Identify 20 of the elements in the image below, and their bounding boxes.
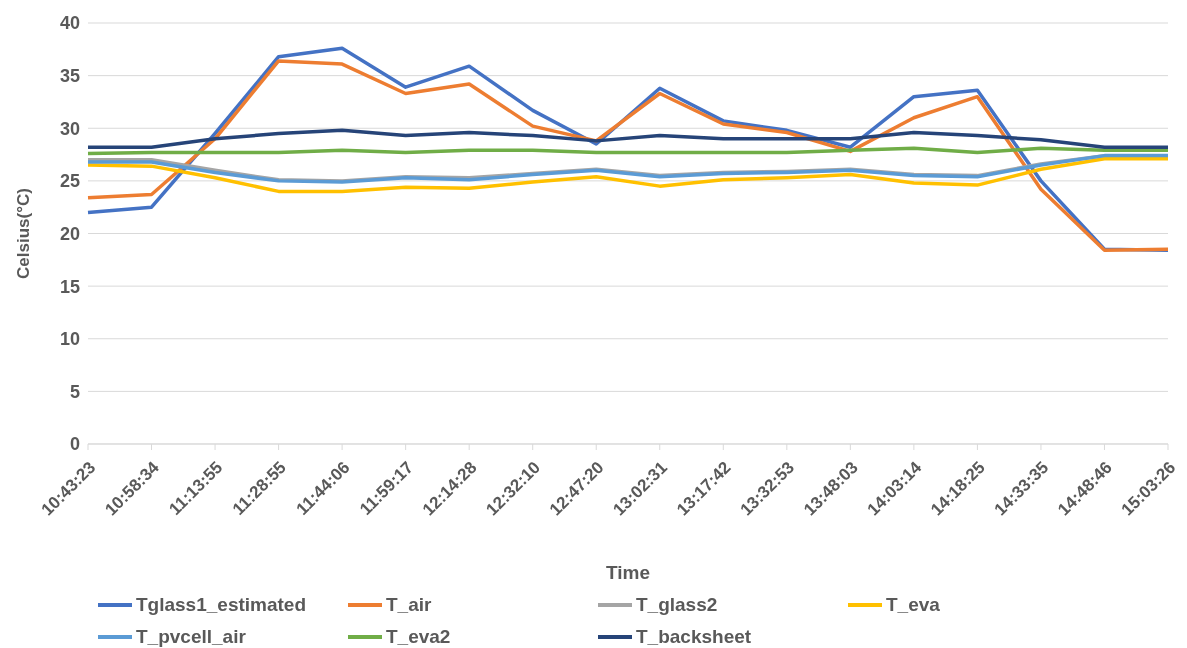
legend-label: T_air [386,594,432,616]
legend-label: T_pvcell_air [136,626,246,648]
y-tick-label: 20 [59,223,80,244]
legend-label: T_backsheet [636,626,752,648]
legend-label: Tglass1_estimated [136,594,307,616]
y-tick-label: 15 [59,276,80,297]
y-tick-label: 5 [69,381,80,402]
x-axis-title: Time [605,562,651,583]
y-axis-title: Celsius(°C) [14,188,34,279]
y-tick-label: 35 [59,66,80,87]
line-series [86,157,1170,194]
line-series [86,128,1170,149]
y-tick-label: 25 [59,171,80,192]
y-tick-label: 10 [59,329,80,350]
y-tick-label: 30 [59,118,80,139]
y-tick-label: 40 [59,13,80,34]
legend-label: T_eva [886,594,940,616]
y-tick-label: 0 [69,434,80,455]
legend-label: T_glass2 [636,594,718,616]
legend-label: T_eva2 [386,626,451,648]
